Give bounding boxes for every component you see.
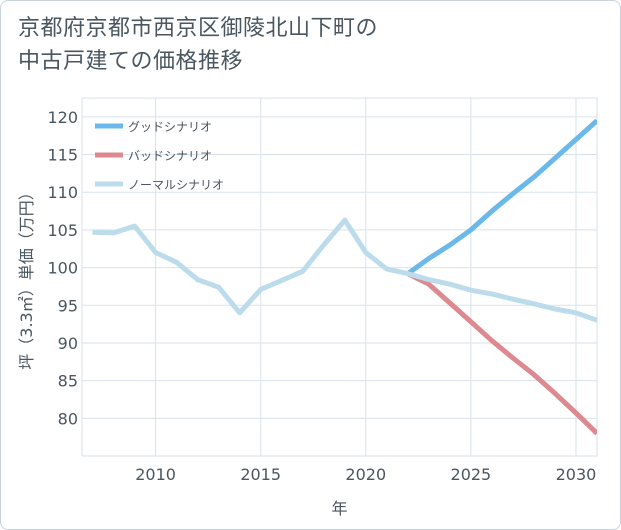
x-tick-label: 2020 xyxy=(345,465,386,484)
x-tick-label: 2030 xyxy=(556,465,597,484)
y-tick-label: 80 xyxy=(58,409,78,428)
y-tick-label: 85 xyxy=(58,372,78,391)
chart-title-line-1: 京都府京都市西京区御陵北山下町の xyxy=(18,16,379,41)
plot-area xyxy=(81,97,598,457)
x-tick-label: 2015 xyxy=(240,465,281,484)
grid-lines xyxy=(81,97,598,457)
series-line-1 xyxy=(406,271,597,436)
legend-label: グッドシナリオ xyxy=(128,120,212,134)
y-tick-label: 120 xyxy=(47,108,78,127)
y-tick-label: 110 xyxy=(47,183,78,202)
axes: 80 85 90 95 100 105 110 115 120 2010 2015 2020 2025 2… xyxy=(47,108,596,484)
y-tick-label: 100 xyxy=(47,259,78,278)
series-line-0 xyxy=(406,118,597,276)
series-line-2 xyxy=(92,217,597,323)
y-tick-label: 90 xyxy=(58,334,78,353)
x-axis-label: 年 xyxy=(331,499,347,518)
series-lines xyxy=(92,118,597,436)
y-axis-label: 坪（3.3㎡）単価（万円） xyxy=(17,184,36,369)
y-tick-label: 105 xyxy=(47,221,78,240)
legend-label: ノーマルシナリオ xyxy=(128,178,224,192)
y-tick-label: 95 xyxy=(58,296,78,315)
y-tick-label: 115 xyxy=(47,146,78,165)
legend-label: バッドシナリオ xyxy=(128,149,212,163)
x-tick-label: 2025 xyxy=(451,465,492,484)
x-tick-label: 2010 xyxy=(135,465,176,484)
chart-title: 京都府京都市西京区御陵北山下町の 中古戸建ての価格推移 xyxy=(18,12,578,78)
chart-title-line-2: 中古戸建ての価格推移 xyxy=(18,49,244,74)
